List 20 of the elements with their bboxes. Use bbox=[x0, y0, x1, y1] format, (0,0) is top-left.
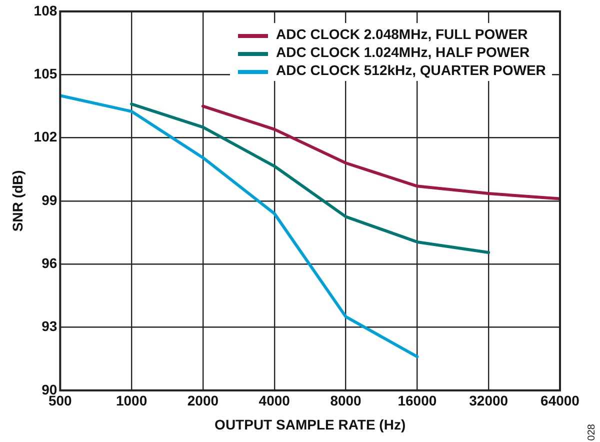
y-tick-label: 90 bbox=[42, 381, 58, 398]
x-tick-label: 1000 bbox=[116, 392, 148, 409]
x-tick-label: 64000 bbox=[540, 392, 580, 409]
x-tick-label: 8000 bbox=[330, 392, 362, 409]
text: 028 bbox=[587, 424, 598, 441]
x-tick-label: 16000 bbox=[398, 392, 437, 409]
y-tick-label: 105 bbox=[34, 65, 58, 82]
x-tick-label: 2000 bbox=[187, 392, 219, 409]
y-tick-label: 96 bbox=[42, 254, 58, 271]
y-tick-label: 102 bbox=[34, 128, 58, 145]
x-axis-title: OUTPUT SAMPLE RATE (Hz) bbox=[214, 416, 406, 432]
legend-label: ADC CLOCK 1.024MHz, HALF POWER bbox=[276, 44, 530, 60]
legend-label: ADC CLOCK 512kHz, QUARTER POWER bbox=[276, 62, 546, 78]
legend-label: ADC CLOCK 2.048MHz, FULL POWER bbox=[276, 26, 528, 42]
x-tick-label: 4000 bbox=[258, 392, 290, 409]
x-tick-label: 32000 bbox=[469, 392, 508, 409]
y-tick-label: 108 bbox=[34, 2, 58, 18]
y-tick-label: 93 bbox=[42, 318, 58, 334]
y-axis-title: SNR (dB) bbox=[9, 170, 26, 232]
y-tick-label: 99 bbox=[42, 192, 58, 208]
